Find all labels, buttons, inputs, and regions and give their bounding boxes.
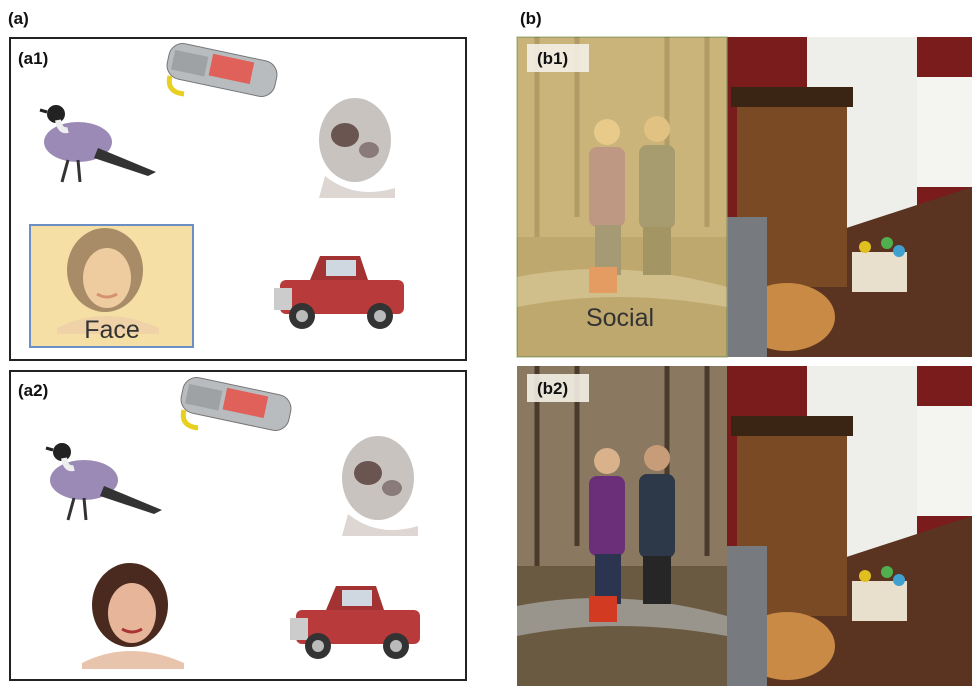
highlight-label: Face [84, 316, 140, 344]
panel-label: (b) [520, 9, 542, 28]
subpanel-label: (b2) [537, 379, 568, 398]
panel-b1: (b1) Social [517, 37, 972, 357]
subpanel-label: (b1) [537, 49, 568, 68]
panel-label: (a) [8, 9, 29, 28]
highlight-label: Social [586, 304, 654, 332]
panel-a1: (a1) Face [9, 37, 467, 361]
subpanel-label: (a1) [18, 49, 48, 68]
subpanel-label: (a2) [18, 381, 48, 400]
panel-b2: (b2) [517, 366, 972, 686]
panel-a2: (a2) [9, 370, 467, 681]
